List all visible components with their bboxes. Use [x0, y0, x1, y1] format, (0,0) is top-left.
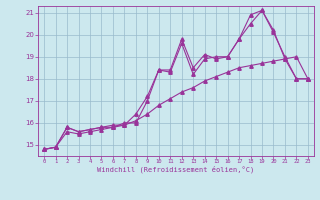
X-axis label: Windchill (Refroidissement éolien,°C): Windchill (Refroidissement éolien,°C)	[97, 166, 255, 173]
